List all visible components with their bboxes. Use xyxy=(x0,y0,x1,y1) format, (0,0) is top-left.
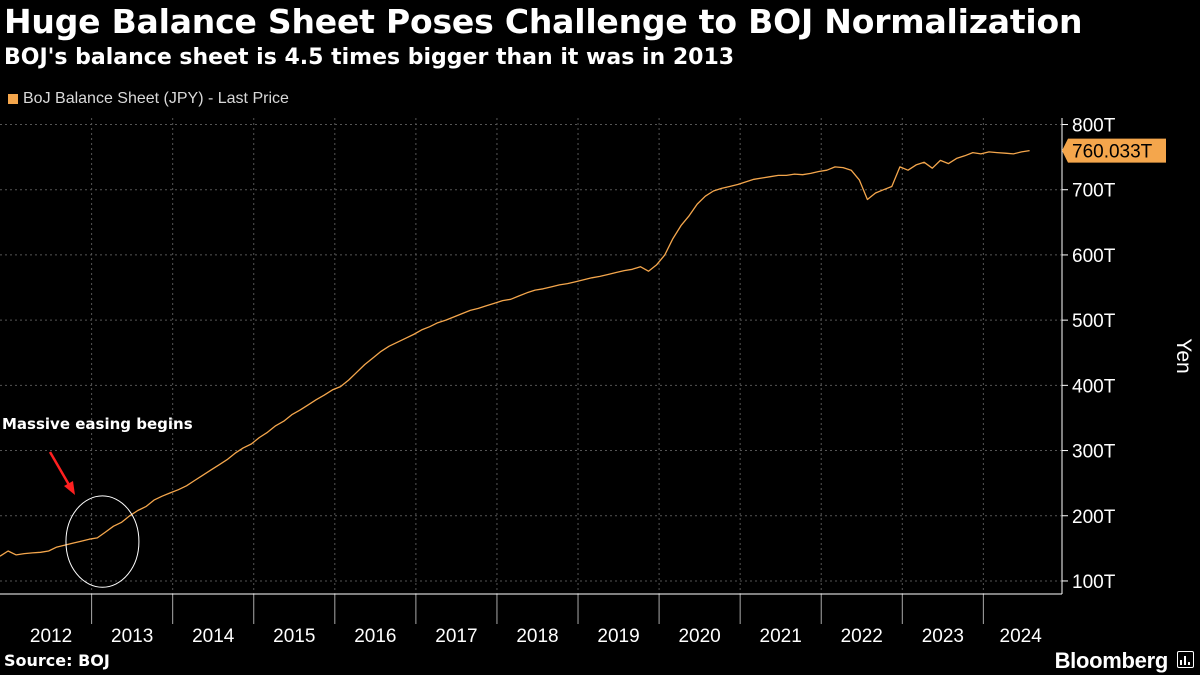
legend-label: BoJ Balance Sheet (JPY) - Last Price xyxy=(23,90,289,107)
series: 760.033T xyxy=(0,138,1166,557)
legend: BoJ Balance Sheet (JPY) - Last Price xyxy=(8,90,289,108)
x-tick-label: 2021 xyxy=(760,626,802,647)
x-tick-label: 2020 xyxy=(678,626,720,647)
y-tick-label: 800T xyxy=(1072,116,1116,137)
annotation-circle xyxy=(65,495,140,588)
y-tick-label: 500T xyxy=(1072,311,1116,332)
x-tick-label: 2013 xyxy=(111,626,153,647)
last-value-label: 760.033T xyxy=(1072,142,1153,163)
x-tick-label: 2023 xyxy=(922,626,964,647)
x-tick-label: 2016 xyxy=(354,626,396,647)
legend-swatch xyxy=(8,94,18,104)
x-tick-label: 2018 xyxy=(516,626,558,647)
annotation-arrowhead xyxy=(64,481,75,495)
y-tick-label: 200T xyxy=(1072,507,1116,528)
balance-sheet-line xyxy=(0,149,1030,557)
last-value-badge xyxy=(1062,138,1166,163)
chart-subtitle: BOJ's balance sheet is 4.5 times bigger … xyxy=(4,45,735,70)
x-tick-label: 2024 xyxy=(1000,626,1043,647)
terminal-icon xyxy=(1177,651,1194,668)
x-tick-label: 2022 xyxy=(841,626,883,647)
x-tick-label: 2012 xyxy=(30,626,72,647)
x-tick-label: 2019 xyxy=(597,626,639,647)
y-axis-title: Yen xyxy=(1172,338,1195,373)
y-tick-label: 600T xyxy=(1072,246,1116,267)
x-tick-label: 2015 xyxy=(273,626,315,647)
axes: 100T 200T 300T 400T 500T 600T 700T 800T 2012 2013… xyxy=(0,116,1195,647)
y-tick-label: 700T xyxy=(1072,181,1116,202)
grid xyxy=(0,118,1062,594)
y-tick-label: 300T xyxy=(1072,442,1116,463)
bloomberg-logo: Bloomberg xyxy=(1054,648,1169,673)
chart-title: Huge Balance Sheet Poses Challenge to BO… xyxy=(4,2,1083,41)
y-tick-label: 400T xyxy=(1072,376,1116,397)
source-note: Source: BOJ xyxy=(4,651,110,670)
x-tick-label: 2017 xyxy=(435,626,477,647)
y-tick-label: 100T xyxy=(1072,572,1116,593)
annotation: Massive easing begins xyxy=(2,415,193,588)
annotation-text: Massive easing begins xyxy=(2,415,193,433)
x-tick-label: 2014 xyxy=(192,626,235,647)
